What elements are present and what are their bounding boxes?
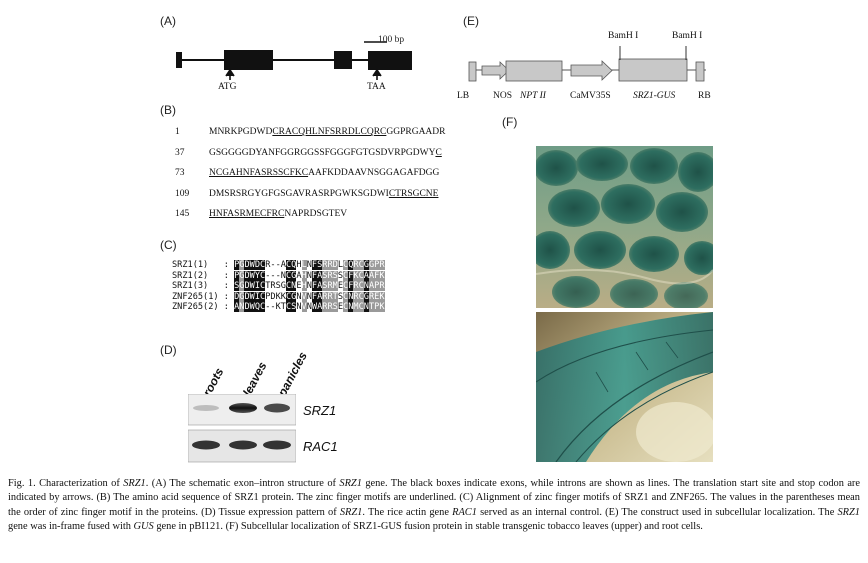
sequence-row: MNRKPGDWDCRACQHLNFSRRDLCQRCGGPRGAADR [209,127,446,137]
bamhi-site-2-label: BamH I [672,31,703,41]
taa-arrow [372,68,382,80]
exon-4 [368,51,412,70]
lb-label: LB [457,91,470,101]
camv35s-promoter-arrow [570,60,613,81]
sequence-row: HNFASRMECFRCNAPRDSGTEV [209,209,348,219]
alignment-row: ZNF265(2) : ANDWQC--KTCSNVNWARRSECNMCNTP… [172,302,385,313]
zinc-finger-alignment: SRZ1(1) : PGDWDCR--ACQHLNFSRRDLCQRCGGPR S… [172,260,385,313]
exon-3 [334,51,352,69]
bamhi-site-1-label: BamH I [608,31,639,41]
lane-label-leaves: leaves [240,359,270,399]
leaf-micrograph [536,146,713,308]
alignment-row: SRZ1(2) : PGDWYC---NCGAHNFASRSSCFKCAAFK [172,270,385,281]
sequence-row: DMSRSRGYGFGSGAVRASRPGWKSGDWICTRSGCNE [209,189,439,199]
taa-label: TAA [367,82,386,92]
scale-label: 100 bp [378,35,405,45]
srz1-gus-label: SRZ1-GUS [633,91,676,101]
alignment-row: SRZ1(3) : SGDWICTRSGCNEHNFASRMECFRCNAPR [172,281,385,292]
panel-e-label: (E) [463,14,479,28]
band-rac1-leaves [229,440,257,450]
alignment-row-name: SRZ1(3) : [172,281,235,292]
srz1-gus-box [618,58,688,82]
band-srz1-roots [193,405,219,411]
construct-diagram [468,46,706,82]
gene-structure-diagram [176,41,412,80]
nos-promoter-arrow [481,61,510,80]
band-rac1-roots [192,440,220,450]
alignment-row-name: ZNF265(2) : [172,302,235,313]
panel-a-label: (A) [160,14,176,28]
alignment-row: ZNF265(1) : DGDWICPDKKCGNVNFARRTSCNRCGRE… [172,291,385,302]
alignment-row-name: SRZ1(2) : [172,270,235,281]
exon-2 [224,50,273,70]
band-rac1-panicles [263,440,291,450]
root-micrograph [536,312,713,462]
camv35s-label: CaMV35S [570,91,611,101]
gene-label-srz1: SRZ1 [303,403,337,418]
nptii-box [505,60,563,82]
lane-label-panicles: panicles [275,349,310,399]
nptii-label: NPT II [520,91,546,101]
sequence-row-number: 73 [175,168,185,178]
sequence-row-number: 37 [175,148,185,158]
figure-caption: Fig. 1. Characterization of SRZ1. (A) Th… [8,478,861,533]
band-srz1-leaves [229,403,257,413]
sequence-row: NCGAHNFASRSSCFKCAAFKDDAAVNSGGAGAFDGG [209,168,440,178]
atg-arrow [225,68,235,80]
nos-label: NOS [493,91,513,101]
rb-border [695,61,705,82]
panel-f-label: (F) [502,115,518,129]
panel-b-label: (B) [160,103,176,117]
sequence-row: GSGGGGDYANFGGRGGSSFGGGFGTGSDVRPGDWYC [209,148,442,158]
lb-border [468,61,477,82]
exon-1 [176,52,182,68]
panel-d-label: (D) [160,343,177,357]
alignment-row-name: ZNF265(1) : [172,291,235,302]
rb-label: RB [698,91,711,101]
northern-blot [188,394,296,463]
alignment-row: SRZ1(1) : PGDWDCR--ACQHLNFSRRDLCQRCGGPR [172,260,385,270]
sequence-row-number: 109 [175,189,190,199]
sequence-row-number: 145 [175,209,190,219]
panel-c-label: (C) [160,238,177,252]
band-srz1-panicles [264,403,290,413]
atg-label: ATG [218,82,237,92]
gene-label-rac1: RAC1 [303,439,338,454]
alignment-row-name: SRZ1(1) : [172,260,235,270]
sequence-row-number: 1 [175,127,180,137]
